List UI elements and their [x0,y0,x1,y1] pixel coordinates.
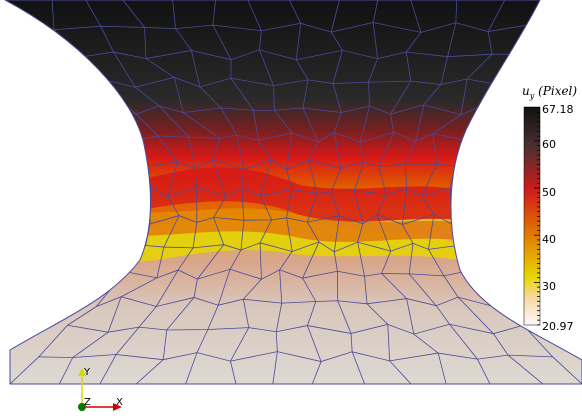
mesh-line-col [421,0,544,384]
orange-band [140,201,460,242]
colorbar-title: uy (Pixel) [522,84,578,101]
colorbar-tick-40: 40 [542,233,556,246]
mesh-line-row [150,186,451,198]
axis-x-label: X [116,397,123,408]
colorbar-tick-30: 30 [542,280,556,293]
axes-triad [78,368,122,411]
specimen-mesh [4,0,582,385]
mesh-line-col [330,0,365,384]
mesh-line-row [145,241,459,253]
mesh-line-row [138,131,464,143]
mesh-line-col [376,0,447,384]
mesh-line-row [66,76,507,88]
axis-y-label: Y [84,367,91,378]
mesh-line-row [124,268,465,280]
mesh-line-row [100,104,485,116]
mesh-line-row [20,22,534,33]
colorbar-max-label: 67.18 [542,103,574,116]
mesh-line-col [172,0,245,384]
mesh-line-row [38,351,553,362]
colorbar-min-label: 20.97 [542,320,574,333]
mesh-line-row [149,214,452,225]
colorbar-tick-60: 60 [542,138,556,151]
axis-z-label: Z [84,397,91,408]
mesh-line-col [401,0,491,384]
colorbar-ticks [534,107,540,326]
mesh-line-row [147,159,455,170]
mesh-line-col [85,0,198,384]
mesh-line-row [40,49,524,61]
mesh-line-col [122,0,227,384]
colorbar-tick-50: 50 [542,186,556,199]
mesh-line-col [353,0,412,384]
mesh-line-col [247,0,293,384]
mesh-line-col [289,0,322,384]
mesh-line-row [96,296,495,308]
mesh-line-row [67,323,524,335]
mesh-line-col [212,0,273,384]
